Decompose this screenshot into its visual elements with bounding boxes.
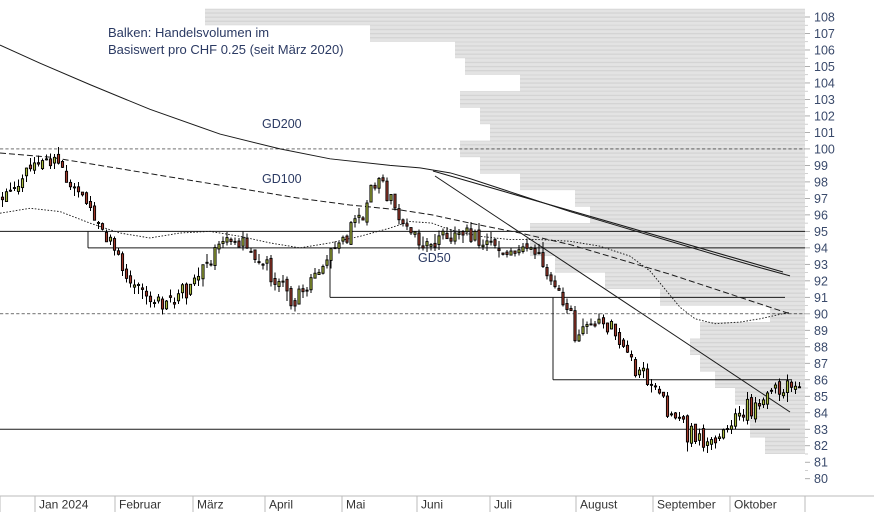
- svg-text:85: 85: [814, 390, 828, 404]
- svg-text:82: 82: [814, 439, 828, 453]
- svg-text:80: 80: [814, 472, 828, 486]
- svg-text:83: 83: [814, 423, 828, 437]
- svg-text:101: 101: [814, 126, 835, 140]
- svg-text:93: 93: [814, 258, 828, 272]
- svg-text:Jan 2024: Jan 2024: [39, 498, 89, 512]
- svg-text:89: 89: [814, 324, 828, 338]
- svg-text:99: 99: [814, 159, 828, 173]
- svg-text:84: 84: [814, 406, 828, 420]
- svg-text:September: September: [657, 498, 716, 512]
- svg-text:94: 94: [814, 241, 828, 255]
- svg-text:Balken: Handelsvolumen im: Balken: Handelsvolumen im: [108, 25, 269, 40]
- svg-text:Oktober: Oktober: [734, 498, 777, 512]
- svg-text:104: 104: [814, 76, 835, 90]
- svg-text:Februar: Februar: [119, 498, 161, 512]
- svg-text:106: 106: [814, 43, 835, 57]
- svg-text:GD50: GD50: [418, 251, 451, 265]
- svg-text:Mai: Mai: [346, 498, 365, 512]
- svg-text:87: 87: [814, 357, 828, 371]
- svg-text:103: 103: [814, 93, 835, 107]
- svg-text:88: 88: [814, 340, 828, 354]
- svg-text:100: 100: [814, 142, 835, 156]
- svg-text:GD100: GD100: [262, 172, 302, 186]
- svg-text:Juli: Juli: [494, 498, 512, 512]
- svg-text:86: 86: [814, 373, 828, 387]
- svg-text:105: 105: [814, 60, 835, 74]
- svg-text:91: 91: [814, 291, 828, 305]
- svg-text:Basiswert pro CHF 0.25 (seit M: Basiswert pro CHF 0.25 (seit März 2020): [108, 42, 344, 57]
- svg-text:92: 92: [814, 274, 828, 288]
- svg-text:GD200: GD200: [262, 117, 302, 131]
- svg-text:April: April: [269, 498, 293, 512]
- svg-text:98: 98: [814, 175, 828, 189]
- svg-text:96: 96: [814, 208, 828, 222]
- svg-text:108: 108: [814, 11, 835, 25]
- svg-text:August: August: [580, 498, 618, 512]
- svg-text:95: 95: [814, 225, 828, 239]
- svg-text:März: März: [197, 498, 224, 512]
- svg-text:90: 90: [814, 307, 828, 321]
- svg-text:102: 102: [814, 109, 835, 123]
- svg-text:97: 97: [814, 192, 828, 206]
- svg-text:81: 81: [814, 456, 828, 470]
- svg-text:Juni: Juni: [421, 498, 443, 512]
- svg-text:107: 107: [814, 27, 835, 41]
